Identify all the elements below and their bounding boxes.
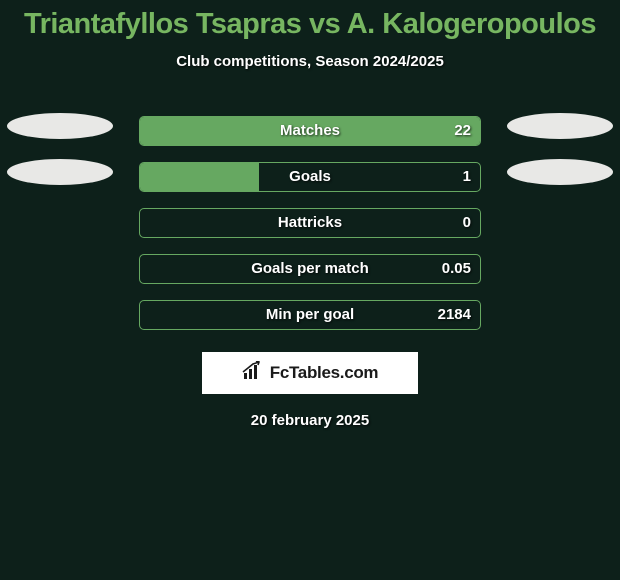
stat-value: 22 xyxy=(454,122,471,139)
stat-row: Hattricks0 xyxy=(0,200,620,246)
stat-bar: Matches22 xyxy=(139,116,481,146)
stat-row: Min per goal2184 xyxy=(0,292,620,338)
stat-label: Min per goal xyxy=(140,306,480,323)
stat-row: Matches22 xyxy=(0,108,620,154)
stats-chart: Matches22 Goals1 Hattricks0 Goals per match… xyxy=(0,108,620,338)
player-avatar-right xyxy=(507,113,613,139)
stat-bar: Hattricks0 xyxy=(139,208,481,238)
stat-bar: Goals per match0.05 xyxy=(139,254,481,284)
stat-bar: Goals1 xyxy=(139,162,481,192)
bar-chart-icon xyxy=(242,361,264,386)
stat-row: Goals per match0.05 xyxy=(0,246,620,292)
stat-label: Hattricks xyxy=(140,214,480,231)
stat-value: 0 xyxy=(463,214,471,231)
player-avatar-left xyxy=(7,159,113,185)
stat-value: 0.05 xyxy=(442,260,471,277)
stat-label: Goals xyxy=(140,168,480,185)
logo-badge: FcTables.com xyxy=(202,352,418,394)
stat-value: 2184 xyxy=(438,306,471,323)
stat-value: 1 xyxy=(463,168,471,185)
season-subtitle: Club competitions, Season 2024/2025 xyxy=(0,53,620,70)
stat-label: Goals per match xyxy=(140,260,480,277)
player-avatar-left xyxy=(7,113,113,139)
stat-bar: Min per goal2184 xyxy=(139,300,481,330)
comparison-title: Triantafyllos Tsapras vs A. Kalogeropoul… xyxy=(0,0,620,41)
stat-row: Goals1 xyxy=(0,154,620,200)
player-avatar-right xyxy=(507,159,613,185)
snapshot-date: 20 february 2025 xyxy=(0,412,620,429)
logo-text: FcTables.com xyxy=(270,363,379,383)
stat-label: Matches xyxy=(140,122,480,139)
